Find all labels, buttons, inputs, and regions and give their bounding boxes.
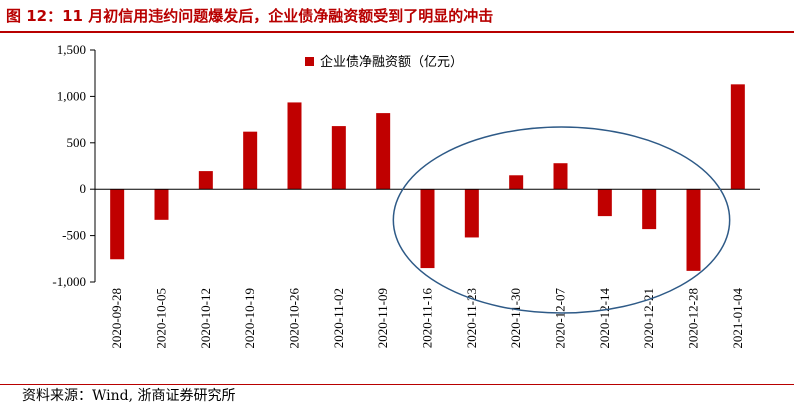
y-axis-ticks xyxy=(90,49,95,283)
bar xyxy=(110,189,125,260)
x-tick-label: 2020-10-12 xyxy=(198,288,213,349)
x-tick-label: 2021-01-04 xyxy=(730,288,745,349)
bar xyxy=(509,175,524,190)
y-tick-labels: -1,000 -500 0 500 1,000 1,500 xyxy=(52,42,86,289)
y-tick-label: -1,000 xyxy=(52,274,86,289)
x-tick-label: 2020-10-19 xyxy=(242,288,257,349)
bar xyxy=(243,131,258,190)
bar xyxy=(642,189,657,230)
bar xyxy=(376,113,391,190)
x-tick-label: 2020-11-02 xyxy=(331,288,346,348)
x-tick-label: 2020-10-05 xyxy=(154,288,169,349)
bar xyxy=(464,189,479,238)
bar xyxy=(730,84,745,190)
legend-label: 企业债净融资额（亿元） xyxy=(320,54,463,70)
source-note: 资料来源：Wind, 浙商证券研究所 xyxy=(22,388,236,404)
legend-swatch xyxy=(305,57,314,66)
y-tick-label: 500 xyxy=(67,135,87,150)
x-tick-labels: 2020-09-28 2020-10-05 2020-10-12 2020-10-19… xyxy=(109,288,745,349)
bar xyxy=(198,171,213,190)
x-tick-label: 2020-11-23 xyxy=(464,288,479,348)
bar xyxy=(553,163,568,190)
x-tick-label: 2020-12-28 xyxy=(686,288,701,349)
title-underline xyxy=(0,31,794,33)
y-tick-label: -500 xyxy=(62,228,86,243)
x-tick-label: 2020-09-28 xyxy=(109,288,124,349)
figure-title: 图 12：11 月初信用违约问题爆发后，企业债净融资额受到了明显的冲击 xyxy=(6,7,494,25)
x-tick-label: 2020-12-14 xyxy=(597,288,612,349)
legend: 企业债净融资额（亿元） xyxy=(305,54,463,70)
x-tick-label: 2020-12-21 xyxy=(641,288,656,349)
y-tick-label: 0 xyxy=(80,181,87,196)
source-rule xyxy=(0,384,794,385)
bar xyxy=(597,189,612,217)
bar xyxy=(331,126,346,190)
bar xyxy=(420,189,435,269)
y-tick-label: 1,000 xyxy=(57,88,86,103)
bar xyxy=(154,189,169,220)
highlight-ellipse xyxy=(392,126,731,314)
x-tick-label: 2020-11-16 xyxy=(420,288,435,349)
bar xyxy=(686,189,701,271)
x-tick-label: 2020-10-26 xyxy=(287,288,302,349)
x-tick-label: 2020-11-09 xyxy=(375,288,390,348)
bar xyxy=(287,102,302,190)
x-tick-label: 2020-11-30 xyxy=(508,288,523,348)
x-tick-label: 2020-12-07 xyxy=(553,288,568,349)
bar-series xyxy=(110,84,745,271)
y-tick-label: 1,500 xyxy=(57,42,86,57)
